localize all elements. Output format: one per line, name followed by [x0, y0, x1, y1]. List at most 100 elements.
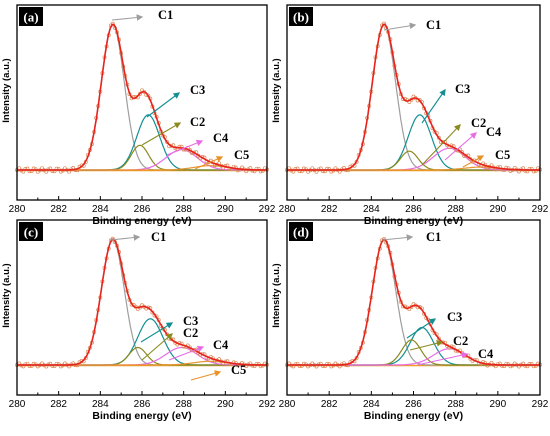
annotation-label-c5: C5	[234, 148, 249, 162]
annotation-arrow	[190, 370, 222, 381]
x-tick-label: 282	[50, 399, 67, 410]
x-tick-label: 286	[405, 399, 422, 410]
raw-point	[436, 135, 441, 140]
x-tick-label: 292	[259, 204, 276, 215]
raw-point	[165, 139, 169, 144]
panel-label: (d)	[293, 225, 309, 240]
panel-label: (c)	[24, 225, 38, 240]
x-tick-label: 292	[259, 399, 276, 410]
component-c1-curve	[17, 239, 267, 366]
x-tick-label: 282	[321, 399, 338, 410]
x-tick-label: 280	[279, 204, 296, 215]
annotation-arrow	[416, 351, 469, 366]
annotation-arrow	[381, 234, 414, 241]
x-tick-label: 282	[50, 204, 67, 215]
annotation-label-c4: C4	[486, 125, 502, 139]
annotation-arrow	[421, 124, 461, 166]
raw-point	[382, 21, 386, 26]
x-tick-label: 288	[175, 204, 192, 215]
panel-label-badge	[289, 222, 313, 241]
annotation-label-c1: C1	[151, 230, 166, 244]
annotation-arrow	[140, 322, 174, 343]
x-tick-label: 280	[9, 204, 26, 215]
x-tick-label: 284	[92, 399, 109, 410]
panel-c: 280 282 284 286 288 290 292 Binding energy (eV)…	[1, 219, 276, 422]
component-c4-curve	[287, 348, 540, 366]
annotation-arrow	[409, 340, 444, 351]
annotation-label-c4: C4	[213, 131, 229, 145]
component-c2-curve	[287, 339, 540, 366]
x-tick-label: 292	[532, 204, 549, 215]
annotation-label-c3: C3	[183, 314, 198, 328]
raw-data-points	[15, 236, 269, 369]
envelope-fit-curve	[287, 238, 540, 366]
raw-data-points	[15, 21, 269, 174]
annotation-label-c2: C2	[471, 116, 486, 130]
x-tick-label: 286	[134, 399, 151, 410]
y-axis-label: Intensity (a.u.)	[271, 58, 282, 122]
annotation-arrow	[109, 234, 141, 241]
x-tick-label: 290	[489, 204, 506, 215]
annotation-label-c3: C3	[455, 82, 470, 96]
annotation-label-c5: C5	[231, 363, 246, 377]
x-tick-label: 284	[363, 204, 380, 215]
x-tick-label: 286	[405, 204, 422, 215]
y-axis-label: Intensity (a.u.)	[271, 263, 282, 327]
x-axis-label: Binding energy (eV)	[364, 215, 463, 227]
x-tick-label: 290	[217, 399, 234, 410]
x-tick-label: 288	[447, 399, 464, 410]
envelope-fit-curve	[287, 23, 540, 171]
panel-a: 280 282 284 286 288 290 292 Binding energy (eV)…	[1, 4, 276, 227]
raw-point	[110, 21, 115, 26]
raw-data-points	[285, 236, 542, 369]
y-axis-label: Intensity (a.u.)	[1, 263, 12, 327]
annotation-arrow	[166, 139, 204, 156]
panel-label-badge	[289, 7, 313, 26]
x-tick-label: 290	[489, 399, 506, 410]
raw-point	[436, 336, 441, 341]
x-axis-label: Binding energy (eV)	[92, 215, 191, 227]
annotation-arrow	[141, 333, 173, 361]
envelope-fit-curve	[17, 23, 267, 171]
x-tick-label: 282	[321, 204, 338, 215]
annotation-arrow	[194, 156, 224, 170]
annotation-arrow	[111, 14, 144, 21]
x-tick-label: 286	[134, 204, 151, 215]
x-tick-label: 288	[175, 399, 192, 410]
component-c3-curve	[17, 114, 267, 171]
x-tick-label: 288	[447, 204, 464, 215]
annotation-arrow	[462, 155, 485, 168]
annotation-label-c2: C2	[190, 115, 205, 129]
panel-label-badge	[19, 7, 43, 26]
annotation-label-c1: C1	[426, 230, 441, 244]
annotation-label-c4: C4	[213, 338, 229, 352]
component-c2-curve	[17, 144, 267, 171]
annotation-arrow	[383, 22, 417, 31]
x-tick-label: 284	[363, 399, 380, 410]
x-tick-label: 280	[9, 399, 26, 410]
x-axis-label: Binding energy (eV)	[92, 410, 191, 422]
annotation-label-c1: C1	[426, 18, 441, 32]
annotation-label-c2: C2	[183, 326, 198, 340]
annotation-label-c5: C5	[495, 148, 510, 162]
x-axis-label: Binding energy (eV)	[364, 410, 463, 422]
annotation-label-c1: C1	[158, 8, 173, 22]
x-tick-label: 284	[92, 204, 109, 215]
plot-frame	[286, 219, 541, 396]
annotation-arrow	[146, 92, 181, 118]
raw-point	[137, 92, 142, 96]
annotation-label-c4: C4	[478, 347, 494, 361]
panel-label: (a)	[23, 10, 38, 25]
raw-point	[110, 236, 115, 241]
y-axis-label: Intensity (a.u.)	[1, 58, 12, 122]
component-c1-curve	[17, 24, 267, 171]
x-tick-label: 290	[217, 204, 234, 215]
panel-d: 280 282 284 286 288 290 292 Binding energy (eV)…	[271, 219, 549, 422]
envelope-fit-curve	[17, 238, 267, 366]
panel-label-badge	[19, 222, 43, 241]
annotation-arrow	[141, 122, 182, 146]
panel-label: (b)	[293, 10, 309, 25]
annotation-label-c3: C3	[447, 310, 462, 324]
annotation-arrow	[444, 132, 477, 161]
